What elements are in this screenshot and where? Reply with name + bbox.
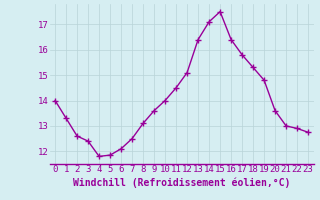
X-axis label: Windchill (Refroidissement éolien,°C): Windchill (Refroidissement éolien,°C) <box>73 177 290 188</box>
